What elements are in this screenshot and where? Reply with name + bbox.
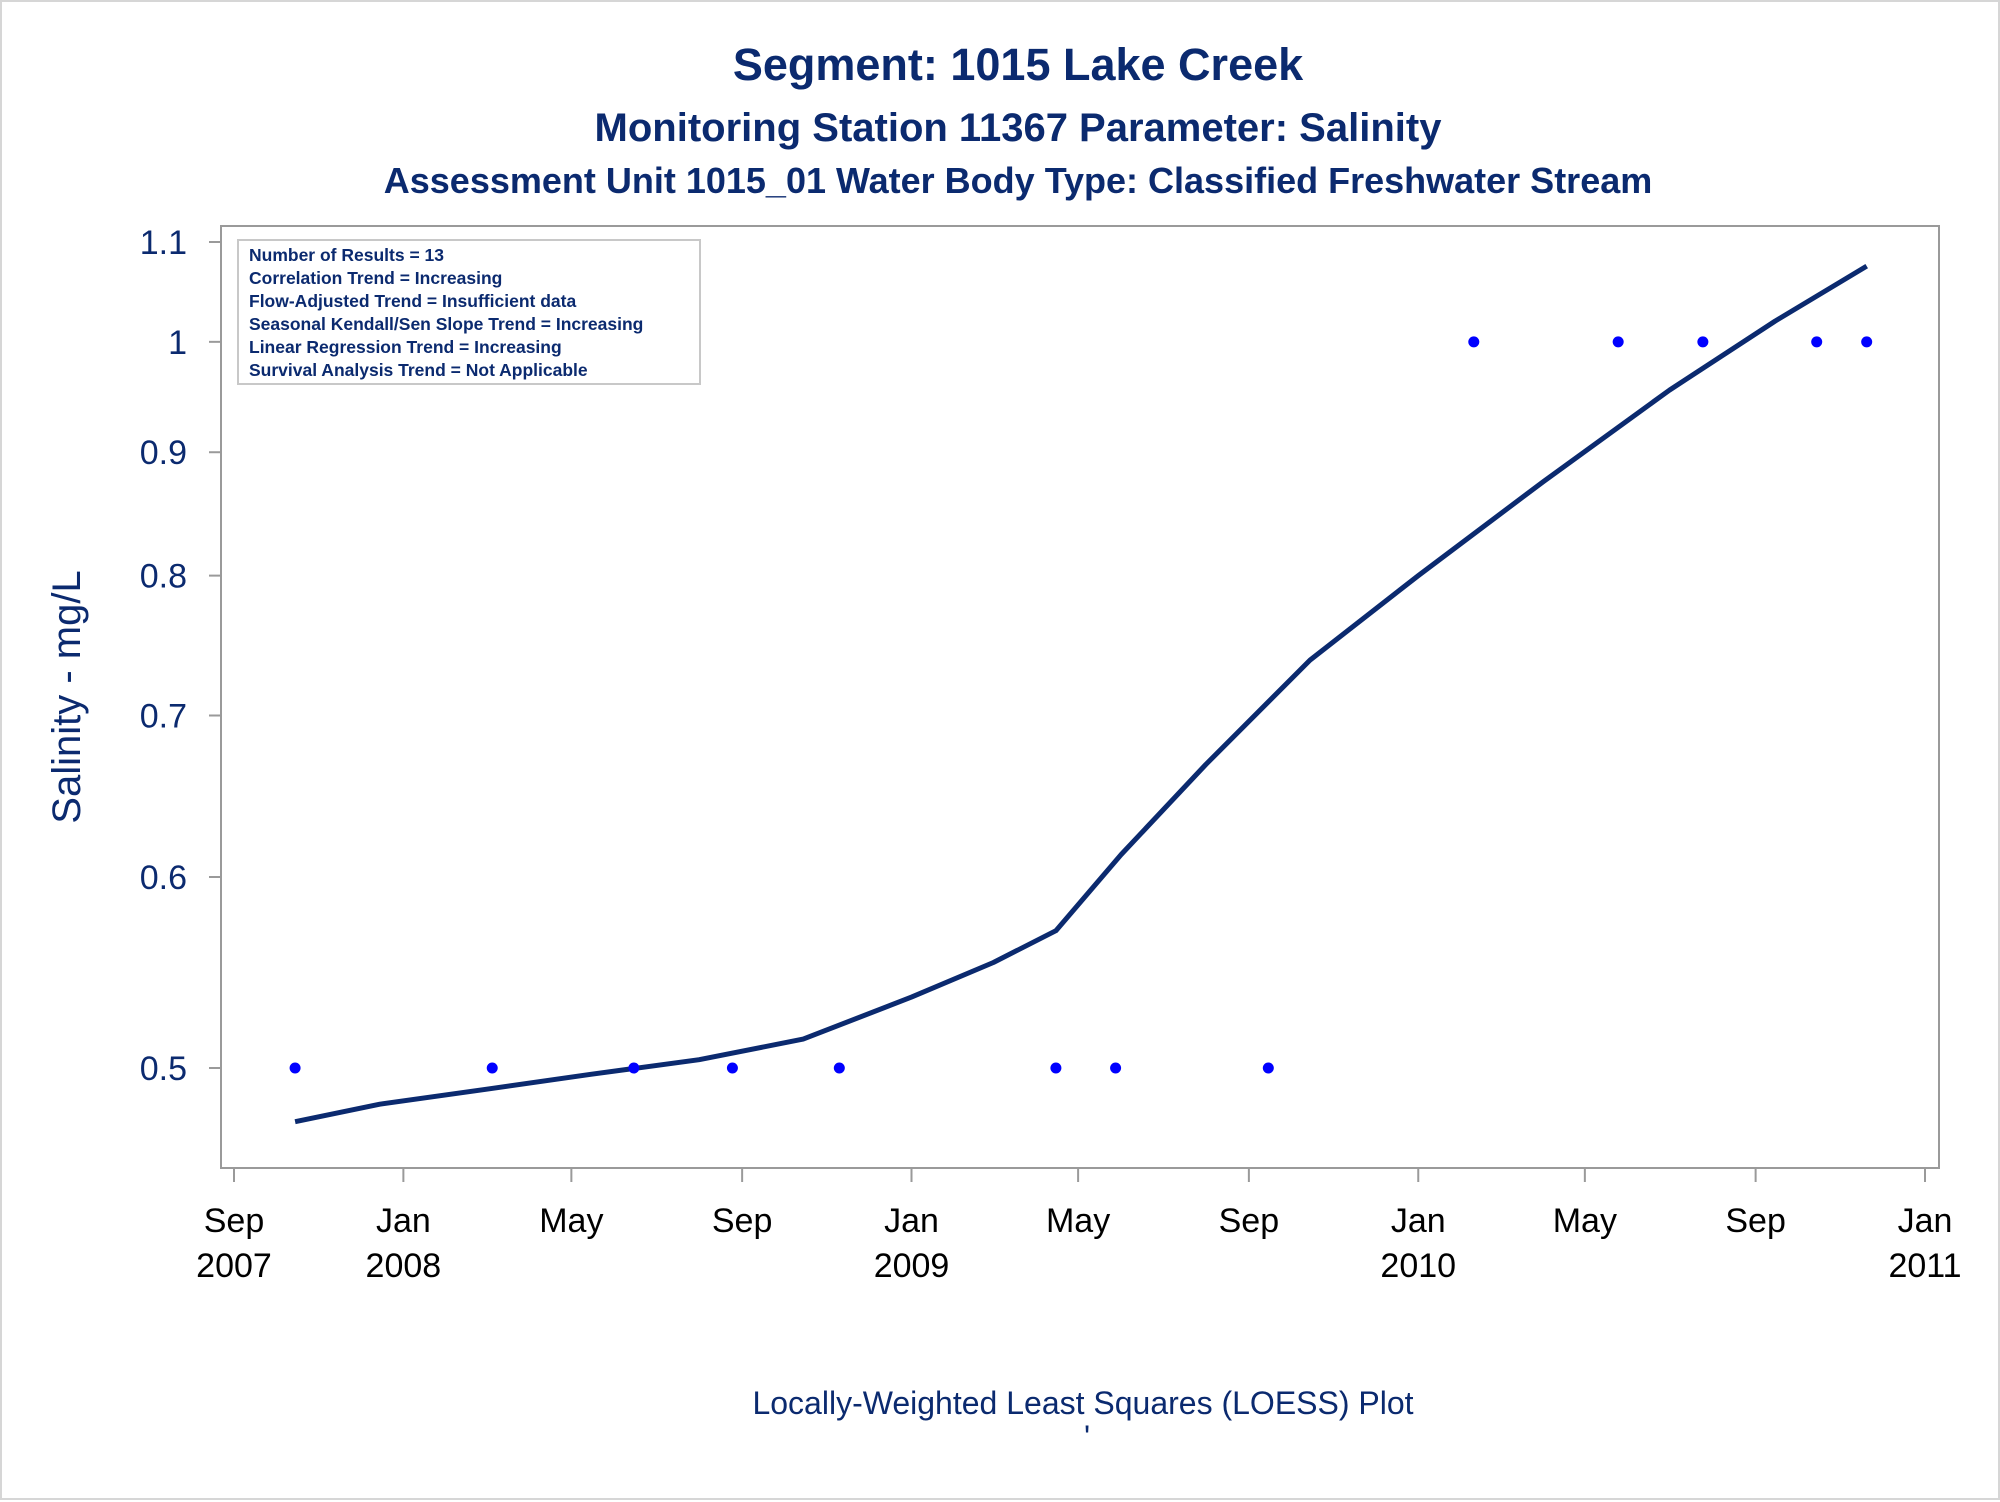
x-axis: Sep 2007 Jan 2008 May Sep Jan 2009 May Sep Jan 2010… (196, 1168, 1962, 1285)
x-tick-label-month: Jan (376, 1202, 431, 1240)
data-point (289, 1062, 301, 1074)
x-tick-label-year: 2011 (1888, 1247, 1961, 1285)
stats-number-of-results: Number of Results = 13 (249, 245, 444, 265)
data-point (1110, 1062, 1122, 1074)
data-point (1861, 336, 1873, 348)
plot-area (220, 225, 1940, 1169)
data-point (486, 1062, 498, 1074)
chart-subtitle: Monitoring Station 11367 Parameter: Sali… (595, 106, 1443, 150)
data-point (1468, 336, 1480, 348)
y-tick-label: 1.1 (140, 224, 187, 262)
data-point (833, 1062, 845, 1074)
stats-flow-adjusted-trend: Flow-Adjusted Trend = Insufficient data (249, 291, 576, 311)
y-tick-label: 0.5 (140, 1050, 187, 1088)
chart-subtitle-2: Assessment Unit 1015_01 Water Body Type:… (384, 160, 1653, 201)
x-tick-label-month: Jan (884, 1202, 939, 1240)
y-tick-label: 1 (168, 324, 187, 362)
x-tick-label-month: Sep (1725, 1202, 1786, 1240)
stats-inset: Number of Results = 13 Correlation Trend… (237, 239, 701, 385)
data-point (628, 1062, 640, 1074)
y-tick-label: 0.8 (140, 558, 187, 596)
stats-seasonal-kendall-trend: Seasonal Kendall/Sen Slope Trend = Incre… (249, 314, 643, 334)
y-axis-label: Salinity - mg/L (45, 570, 89, 823)
x-tick-label-year: 2009 (874, 1247, 950, 1285)
footnote: Locally-Weighted Least Squares (LOESS) P… (752, 1385, 1413, 1421)
x-tick-label-month: May (1553, 1202, 1617, 1240)
y-tick-label: 0.6 (140, 859, 187, 897)
y-tick-label: 0.9 (140, 434, 187, 472)
chart-title: Segment: 1015 Lake Creek (733, 39, 1304, 90)
y-tick-label: 0.7 (140, 698, 187, 736)
loess-line (294, 263, 1868, 1125)
data-point (1050, 1062, 1062, 1074)
x-tick-label-month: Sep (1219, 1202, 1280, 1240)
x-tick-label-month: Sep (204, 1202, 265, 1240)
loess-layer (294, 263, 1868, 1125)
data-point (1262, 1062, 1274, 1074)
x-tick-label-month: May (1046, 1202, 1110, 1240)
x-tick-label-year: 2007 (196, 1247, 272, 1285)
x-tick-label-year: 2008 (366, 1247, 442, 1285)
footnote-mark: ' (1084, 1419, 1090, 1455)
points-layer (289, 336, 1873, 1074)
x-tick-label-year: 2010 (1380, 1247, 1456, 1285)
x-tick-label-month: May (539, 1202, 603, 1240)
data-point (1697, 336, 1709, 348)
y-axis: 0.5 0.6 0.7 0.8 0.9 1 1.1 (140, 224, 221, 1088)
data-point (1811, 336, 1823, 348)
stats-correlation-trend: Correlation Trend = Increasing (249, 268, 502, 288)
x-tick-label-month: Jan (1391, 1202, 1446, 1240)
stats-inset-box (237, 239, 701, 385)
data-point (1612, 336, 1624, 348)
x-tick-label-month: Sep (712, 1202, 773, 1240)
stats-linear-regression-trend: Linear Regression Trend = Increasing (249, 337, 562, 357)
data-point (726, 1062, 738, 1074)
stats-survival-analysis-trend: Survival Analysis Trend = Not Applicable (249, 360, 588, 380)
x-tick-label-month: Jan (1898, 1202, 1953, 1240)
